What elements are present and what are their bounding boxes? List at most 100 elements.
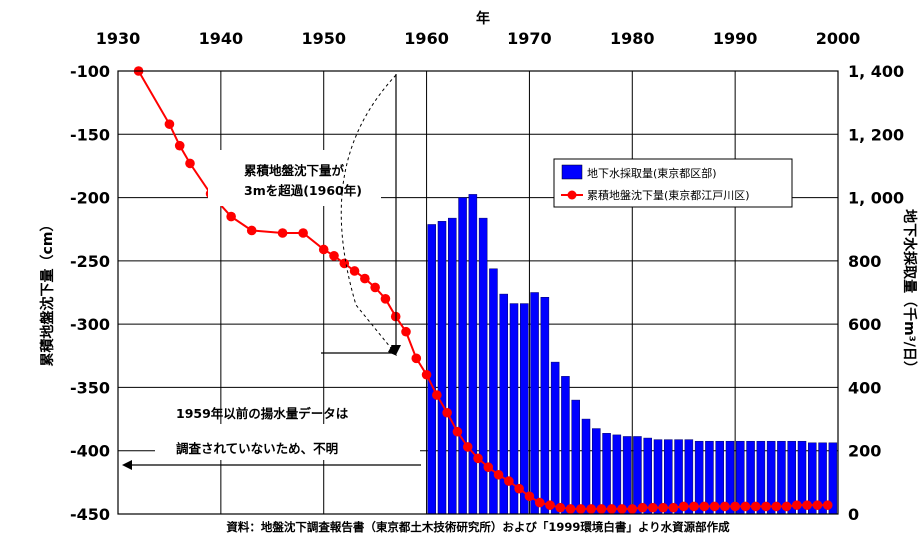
- legend-box: [553, 158, 793, 208]
- point-subsidence-1941: [226, 211, 236, 222]
- y-left-axis-ticks: -100 -150 -200 -250 -300 -350 -400 -450: [70, 62, 110, 524]
- x-tick-label: 1940: [199, 29, 244, 48]
- y-right-tick-label: 400: [848, 378, 881, 397]
- y-right-tick-label: 200: [848, 442, 881, 461]
- point-subsidence-1959: [411, 353, 422, 364]
- source-note: 資料：地盤沈下調査報告書（東京都土木技術研究所）および「1999環境白書」より水…: [226, 520, 730, 534]
- annotation-3m-exceeded: 累積地盤沈下量が 3mを超過(1960年): [208, 74, 401, 356]
- legend-line-marker: [567, 190, 577, 200]
- bar-groundwater-1977: [602, 433, 611, 515]
- point-subsidence-1989: [720, 501, 730, 512]
- point-subsidence-1968: [504, 476, 514, 486]
- point-subsidence-1999: [822, 500, 833, 510]
- point-subsidence-1991: [740, 501, 751, 512]
- point-subsidence-1988: [709, 501, 720, 512]
- point-subsidence-1961: [432, 390, 442, 400]
- dashed-curve-arrow: [340, 74, 397, 354]
- annotation-no-data-box: [155, 424, 420, 460]
- point-subsidence-1966: [483, 462, 494, 472]
- point-subsidence-1958: [401, 326, 411, 337]
- bar-groundwater-1982: [653, 439, 663, 515]
- point-subsidence-1996: [792, 500, 802, 510]
- legend-bar-swatch: [561, 164, 583, 180]
- vertical-arrow-head: [391, 345, 401, 355]
- point-subsidence-1997: [802, 500, 812, 510]
- point-subsidence-1952: [339, 258, 350, 269]
- bar-groundwater-1983: [664, 439, 673, 515]
- x-tick-label: 2000: [816, 29, 861, 48]
- point-subsidence-1943: [246, 225, 257, 236]
- point-subsidence-1956: [380, 294, 391, 304]
- y-left-tick-label: -450: [70, 505, 110, 524]
- x-tick-label: 1930: [96, 29, 141, 48]
- bar-groundwater-1961: [437, 221, 447, 515]
- x-tick-label: 1950: [301, 29, 346, 48]
- point-subsidence-1954: [360, 273, 370, 284]
- point-subsidence-1971: [534, 497, 545, 508]
- x-axis-title: 年: [476, 10, 490, 27]
- bar-groundwater-1972: [550, 361, 560, 515]
- point-subsidence-1962: [442, 407, 452, 418]
- point-subsidence-1976: [586, 504, 596, 514]
- point-subsidence-1946: [277, 228, 288, 238]
- y-left-tick-label: -350: [70, 378, 110, 397]
- point-subsidence-1955: [370, 282, 380, 293]
- bar-groundwater-1971: [540, 296, 550, 515]
- annotation-no-data-line1: 1959年以前の揚水量データは: [176, 406, 349, 421]
- legend: 地下水採取量(東京都区部) 累積地盤沈下量(東京都江戸川区): [553, 158, 793, 208]
- point-subsidence-1936: [174, 140, 185, 151]
- bar-groundwater-1970: [530, 292, 539, 515]
- point-subsidence-1948: [298, 228, 308, 238]
- y-right-axis-ticks: 1, 400 1, 200 1, 000 800 600 400 200 0: [848, 62, 904, 524]
- point-subsidence-1965: [473, 453, 483, 464]
- bar-groundwater-1975: [581, 418, 591, 515]
- annotation-no-data: 1959年以前の揚水量データは 調査されていないため、不明: [122, 406, 421, 470]
- y-right-tick-label: 1, 200: [848, 125, 904, 144]
- bar-groundwater-1981: [643, 437, 652, 515]
- point-subsidence-1995: [781, 501, 792, 512]
- annotation-3m-line2: 3mを超過(1960年): [244, 183, 362, 198]
- point-subsidence-1983: [658, 502, 668, 513]
- y-left-tick-label: -150: [70, 125, 110, 144]
- point-subsidence-1990: [730, 501, 740, 512]
- y-left-tick-label: -250: [70, 252, 110, 271]
- point-subsidence-1974: [565, 504, 576, 514]
- point-subsidence-1951: [329, 250, 339, 261]
- bar-groundwater-1980: [633, 436, 642, 515]
- point-subsidence-1981: [637, 502, 648, 513]
- point-subsidence-1960: [421, 369, 432, 380]
- x-axis-ticks: 1930 1940 1950 1960 1970 1980 1990 2000: [96, 29, 861, 48]
- bar-groundwater-1960: [427, 224, 436, 515]
- left-arrow-head: [122, 460, 132, 470]
- annotation-3m-box: [208, 150, 381, 206]
- y-left-tick-label: -200: [70, 189, 110, 208]
- point-subsidence-1979: [617, 504, 627, 514]
- x-tick-label: 1980: [610, 29, 655, 48]
- legend-bar-label: 地下水採取量(東京都区部): [587, 166, 717, 180]
- y-right-tick-label: 800: [848, 252, 881, 271]
- point-subsidence-1977: [596, 504, 607, 514]
- point-subsidence-1973: [555, 502, 566, 513]
- y-right-tick-label: 1, 400: [848, 62, 904, 81]
- x-tick-label: 1970: [507, 29, 552, 48]
- bar-groundwater-1978: [612, 434, 622, 515]
- bar-groundwater-1963: [458, 197, 467, 515]
- point-subsidence-1937: [185, 158, 195, 169]
- y-left-tick-label: -100: [70, 62, 110, 81]
- annotation-3m-line1: 累積地盤沈下量が: [244, 163, 345, 178]
- plot-frame: [117, 70, 839, 515]
- bar-groundwater-1979: [622, 436, 632, 515]
- point-subsidence-1975: [576, 504, 586, 514]
- point-subsidence-1953: [349, 266, 360, 276]
- x-tick-label: 1990: [713, 29, 758, 48]
- point-subsidence-1970: [524, 491, 535, 502]
- y-right-tick-label: 1, 000: [848, 189, 904, 208]
- y-left-tick-label: -300: [70, 315, 110, 334]
- point-subsidence-1994: [771, 501, 782, 512]
- bar-groundwater-1964: [468, 194, 478, 515]
- legend-line-label: 累積地盤沈下量(東京都江戸川区): [587, 188, 750, 202]
- point-subsidence-1984: [668, 502, 679, 513]
- point-subsidence-1980: [627, 504, 638, 514]
- point-subsidence-1985: [678, 501, 689, 512]
